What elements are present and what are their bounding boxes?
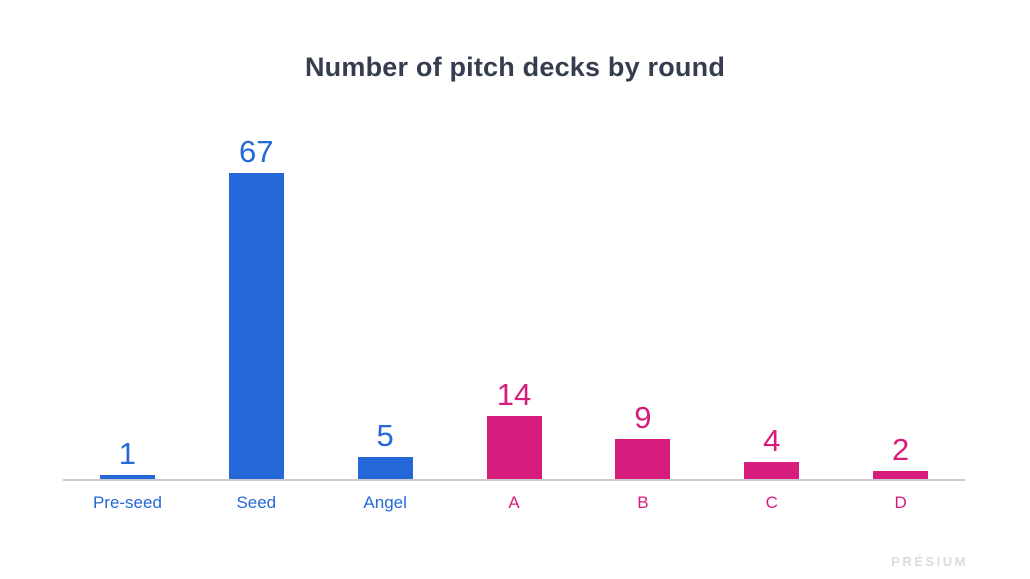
category-label: Seed <box>236 493 277 512</box>
bar-column: 1 <box>63 438 192 480</box>
category-label: B <box>637 493 649 512</box>
x-axis-line <box>63 479 965 481</box>
bar <box>357 457 413 480</box>
bar-value-label: 67 <box>239 134 274 169</box>
bar-column: 14 <box>450 379 579 480</box>
bar <box>873 471 929 480</box>
bar-column: 9 <box>578 402 707 480</box>
presium-watermark: PRÉSIUM <box>891 554 968 569</box>
bar-value-label: 5 <box>376 418 394 453</box>
category-label: Angel <box>363 493 407 512</box>
bar-value-label: 4 <box>763 423 781 458</box>
bar <box>99 475 155 480</box>
category-label: A <box>508 493 520 512</box>
bars-area: 1 67 5 14 9 4 2 <box>63 130 965 480</box>
bar-column: 2 <box>836 434 965 480</box>
bar-value-label: 9 <box>634 400 652 435</box>
bar-column: 5 <box>321 420 450 480</box>
bar <box>228 173 284 480</box>
bar-column: 67 <box>192 136 321 480</box>
bar <box>744 462 800 480</box>
bar-value-label: 2 <box>891 432 910 467</box>
category-label: Pre-seed <box>92 493 162 512</box>
bar-chart: 1 67 5 14 9 4 2 <box>63 130 965 480</box>
chart-title: Number of pitch decks by round <box>304 52 726 82</box>
bar <box>615 439 671 480</box>
category-label: C <box>765 493 778 512</box>
bar-value-label: 14 <box>496 377 532 412</box>
category-labels: Pre-seed Seed Angel A B C D <box>63 493 965 513</box>
bar-value-label: 1 <box>118 436 137 471</box>
bar-column: 4 <box>707 425 836 480</box>
category-label: D <box>894 493 907 512</box>
bar <box>486 416 542 480</box>
